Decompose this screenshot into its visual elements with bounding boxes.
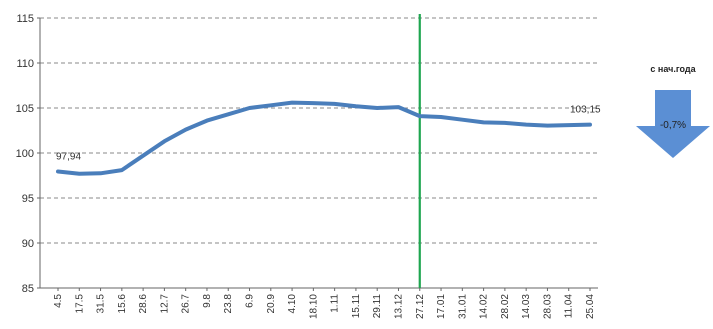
x-tick-label: 14.03 (521, 294, 532, 319)
x-tick-label: 28.6 (138, 294, 149, 314)
x-tick-label: 17.01 (436, 294, 447, 319)
y-tick-label: 115 (16, 13, 34, 25)
y-tick-label: 100 (16, 148, 34, 160)
x-tick-label: 12.7 (159, 294, 170, 314)
series-group (58, 103, 590, 174)
x-tick-label: 9.8 (202, 294, 213, 308)
x-tick-label: 17.5 (74, 294, 85, 314)
x-tick-label: 29.11 (372, 294, 383, 319)
axes (37, 18, 598, 291)
x-tick-label: 11.04 (564, 294, 575, 319)
x-tick-label: 28.03 (542, 294, 553, 319)
x-tick-label: 15.11 (351, 294, 362, 319)
y-tick-label: 85 (22, 283, 34, 295)
data-labels: 97,94 103,15 (56, 105, 601, 163)
start-value-label: 97,94 (56, 152, 81, 163)
x-tick-label: 23.8 (223, 294, 234, 314)
x-tick-label: 14.02 (479, 294, 490, 319)
y-tick-label: 110 (16, 58, 34, 70)
end-value-label: 103,15 (570, 105, 601, 116)
x-tick-label: 4.10 (287, 294, 298, 314)
ytd-indicator: с нач.года -0,7% (636, 64, 710, 158)
x-tick-label: 6.9 (245, 294, 256, 308)
y-tick-label: 95 (22, 193, 34, 205)
x-tick-label: 28.02 (500, 294, 511, 319)
grid-lines (40, 18, 598, 243)
x-axis-ticks: 4.5 17.5 31.5 15.6 28.6 12.7 26.7 9.8 23.8 6.9 20.… (53, 294, 596, 319)
x-tick-label: 15.6 (117, 294, 128, 314)
x-tick-label: 31.01 (457, 294, 468, 319)
x-tick-label: 1.11 (330, 294, 341, 313)
series-line (58, 103, 590, 174)
ytd-title: с нач.года (650, 64, 696, 74)
y-tick-label: 105 (16, 103, 34, 115)
x-tick-label: 25.04 (585, 294, 596, 319)
x-tick-label: 31.5 (96, 294, 107, 314)
x-tick-label: 18.10 (308, 294, 319, 319)
x-tick-label: 27.12 (415, 294, 426, 319)
y-axis-ticks: 85 90 95 100 105 110 115 (16, 13, 34, 295)
x-tick-label: 20.9 (266, 294, 277, 314)
x-tick-label: 26.7 (181, 294, 192, 314)
y-tick-label: 90 (22, 238, 34, 250)
ytd-value: -0,7% (660, 120, 686, 131)
x-tick-label: 4.5 (53, 294, 64, 308)
x-tick-label: 13.12 (393, 294, 404, 319)
